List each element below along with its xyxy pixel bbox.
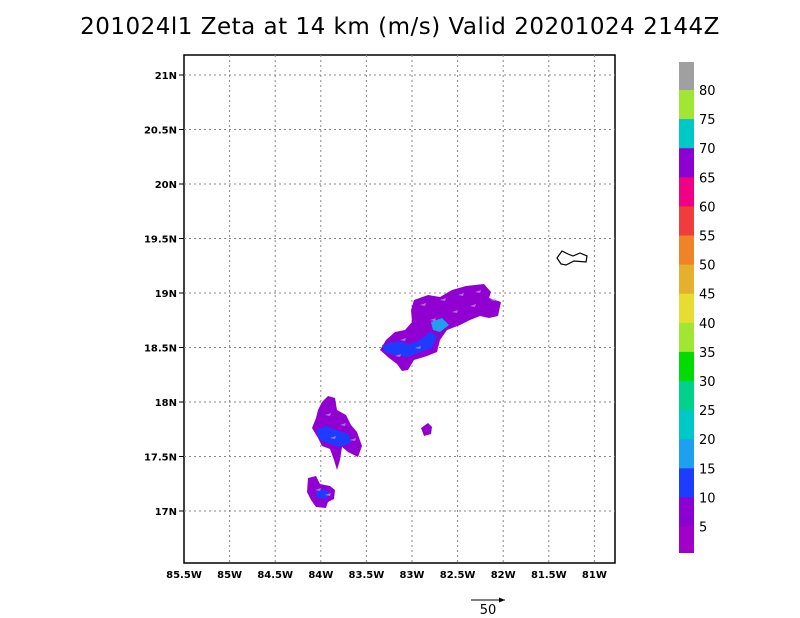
colorbar-label: 80 xyxy=(699,84,716,99)
longitude-labels: 85.5W 85W 84.5W 84W 83.5W 83W 82.5W 82W 81.5W 81W xyxy=(166,570,607,581)
colorbar-label: 10 xyxy=(699,491,716,506)
lat-tick-label: 20N xyxy=(155,180,177,191)
lat-tick-label: 21N xyxy=(155,71,177,82)
colorbar-swatch xyxy=(679,468,694,498)
wind-vector-mark xyxy=(400,338,406,341)
colorbar-swatch xyxy=(679,206,694,236)
reference-vector-label: 50 xyxy=(480,603,497,618)
wind-vector-mark xyxy=(420,303,426,306)
lat-tick-label: 17N xyxy=(155,507,177,518)
colorbar-labels: 80 75 70 65 60 55 50 45 40 35 30 25 20 15 10 5 xyxy=(699,84,716,536)
colorbar-label: 30 xyxy=(699,375,716,390)
wind-vector-mark xyxy=(330,436,336,439)
colorbar-label: 20 xyxy=(699,433,716,448)
graticule xyxy=(179,55,615,563)
wind-vector-mark xyxy=(470,304,476,307)
colorbar-swatch xyxy=(679,148,694,178)
plot-frame xyxy=(183,54,616,564)
coastline xyxy=(556,250,588,266)
colorbar-label: 55 xyxy=(699,230,716,245)
colorbar-swatch xyxy=(679,497,694,527)
data-shapes xyxy=(307,284,501,508)
wind-vector-mark xyxy=(340,423,346,426)
wind-vector-mark xyxy=(458,293,464,296)
colorbar-label: 75 xyxy=(699,113,716,128)
colorbar-label: 70 xyxy=(699,142,716,157)
colorbar-label: 40 xyxy=(699,317,716,332)
colorbar-swatch xyxy=(679,351,694,382)
wind-vector-mark xyxy=(430,318,436,321)
lon-tick-label: 82W xyxy=(491,570,516,581)
plot-title: 201024l1 Zeta at 14 km (m/s) Valid 20201… xyxy=(80,14,720,40)
lon-tick-label: 83.5W xyxy=(349,570,385,581)
colorbar-label: 5 xyxy=(699,521,707,536)
colorbar-label: 35 xyxy=(699,346,716,361)
colorbar-swatch xyxy=(679,62,694,91)
lon-tick-label: 85W xyxy=(217,570,242,581)
wind-vector-mark xyxy=(475,290,481,293)
lon-tick-label: 81W xyxy=(582,570,607,581)
colorbar-swatch xyxy=(679,119,694,149)
lon-tick-label: 83W xyxy=(400,570,425,581)
wind-vector-mark xyxy=(325,413,331,416)
wind-vector-mark xyxy=(415,346,421,349)
vorticity-region xyxy=(382,332,437,357)
colorbar-label: 45 xyxy=(699,288,716,303)
lat-tick-label: 19N xyxy=(155,289,177,300)
colorbar-swatch xyxy=(679,439,694,469)
lon-tick-label: 84W xyxy=(308,570,333,581)
colorbar-label: 60 xyxy=(699,200,716,215)
colorbar-swatch xyxy=(679,381,694,411)
colorbar xyxy=(679,62,694,553)
colorbar-label: 25 xyxy=(699,404,716,419)
colorbar-swatch xyxy=(679,235,694,266)
vorticity-region xyxy=(316,426,352,447)
lat-tick-label: 18.5N xyxy=(144,344,177,355)
colorbar-swatch xyxy=(679,322,694,353)
wind-vector-mark xyxy=(395,354,401,357)
colorbar-swatch xyxy=(679,410,694,440)
colorbar-swatch xyxy=(679,526,694,553)
wind-vector-mark xyxy=(350,438,356,441)
colorbar-label: 15 xyxy=(699,462,716,477)
colorbar-swatch xyxy=(679,264,694,295)
cayman-island-outline xyxy=(556,250,588,266)
wind-vector-mark xyxy=(490,298,496,301)
vorticity-region xyxy=(421,423,432,436)
lat-tick-label: 20.5N xyxy=(144,126,177,137)
lon-tick-label: 82.5W xyxy=(440,570,476,581)
vorticity-region xyxy=(315,489,330,499)
lon-tick-label: 81.5W xyxy=(531,570,567,581)
lat-tick-label: 19.5N xyxy=(144,235,177,246)
wind-vector-mark xyxy=(315,488,321,491)
lon-tick-label: 85.5W xyxy=(166,570,202,581)
wind-vector-mark xyxy=(440,298,446,301)
colorbar-swatch xyxy=(679,90,694,120)
wind-vector-mark xyxy=(452,310,458,313)
latitude-labels: 21N 20.5N 20N 19.5N 19N 18.5N 18N 17.5N 17N xyxy=(144,71,177,518)
wind-vector-mark xyxy=(325,493,331,496)
colorbar-swatch xyxy=(679,293,694,324)
lon-tick-label: 84.5W xyxy=(257,570,293,581)
lat-tick-label: 17.5N xyxy=(144,453,177,464)
lat-tick-label: 18N xyxy=(155,398,177,409)
vorticity-region xyxy=(431,318,449,332)
colorbar-label: 65 xyxy=(699,171,716,186)
reference-vector xyxy=(471,597,505,603)
colorbar-swatch xyxy=(679,177,694,207)
colorbar-label: 50 xyxy=(699,259,716,274)
